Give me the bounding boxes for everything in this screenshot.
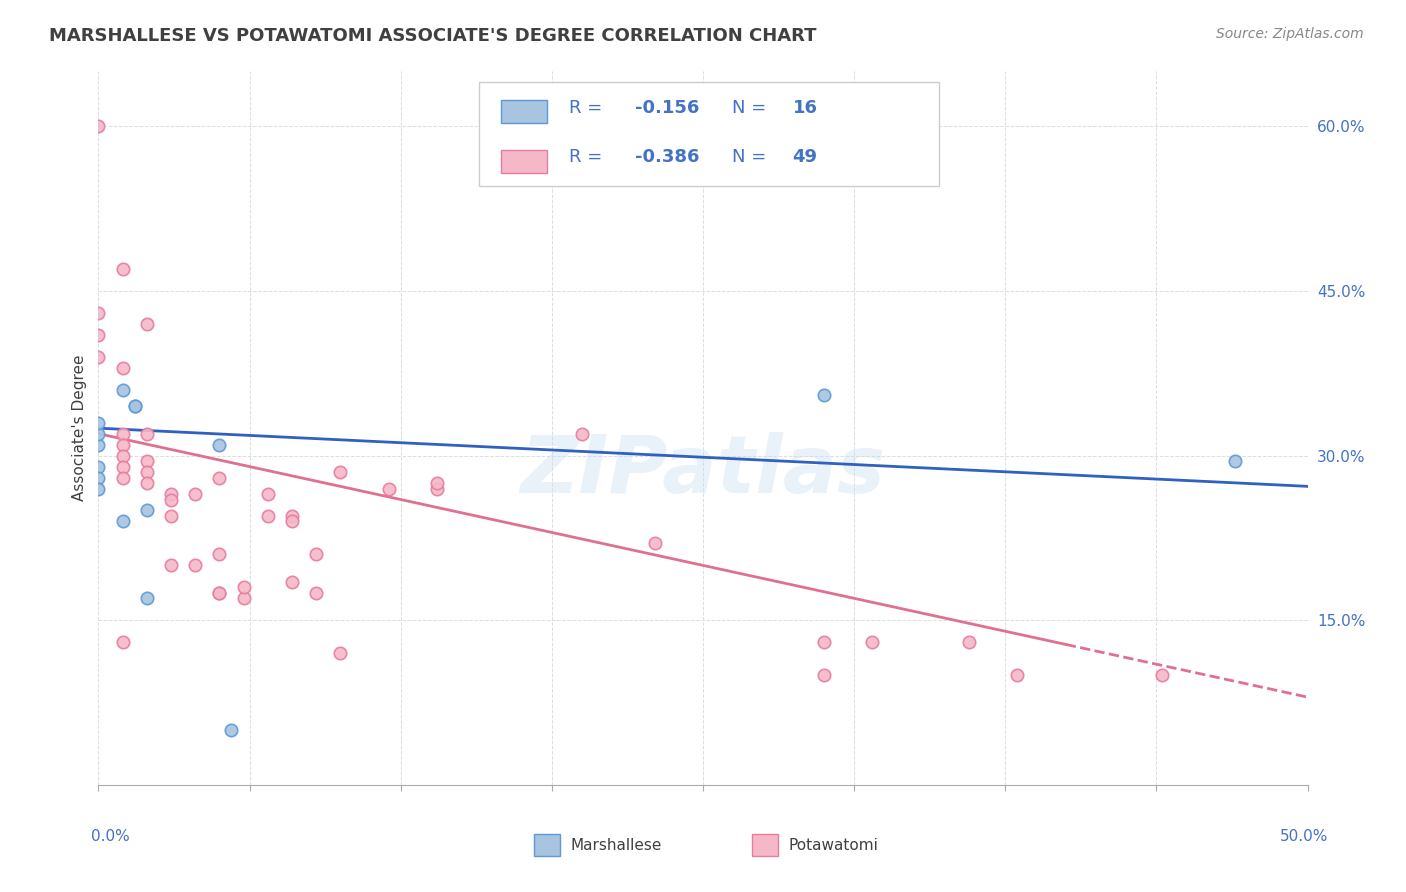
Point xyxy=(111,426,134,441)
Point xyxy=(135,476,157,491)
Point xyxy=(87,306,110,320)
Point xyxy=(305,586,328,600)
Text: N =: N = xyxy=(733,99,772,117)
Point xyxy=(111,635,134,649)
Point xyxy=(87,120,110,134)
Point xyxy=(135,426,157,441)
Text: R =: R = xyxy=(569,99,607,117)
Point xyxy=(813,635,835,649)
Point xyxy=(111,449,134,463)
Point xyxy=(305,548,328,562)
Point xyxy=(160,508,183,523)
Point xyxy=(124,399,146,413)
FancyBboxPatch shape xyxy=(479,82,939,186)
Text: 49: 49 xyxy=(793,148,817,166)
Point xyxy=(87,470,110,484)
Point xyxy=(135,454,157,468)
Point xyxy=(111,360,134,375)
Point xyxy=(135,317,157,331)
Point xyxy=(860,635,883,649)
Point xyxy=(87,426,110,441)
Point xyxy=(111,470,134,484)
Text: MARSHALLESE VS POTAWATOMI ASSOCIATE'S DEGREE CORRELATION CHART: MARSHALLESE VS POTAWATOMI ASSOCIATE'S DE… xyxy=(49,27,817,45)
Point xyxy=(426,482,449,496)
Point xyxy=(221,723,243,737)
Text: Potawatomi: Potawatomi xyxy=(789,838,879,853)
Point xyxy=(208,470,231,484)
Point xyxy=(160,487,183,501)
Point xyxy=(135,591,157,606)
Point xyxy=(329,465,352,479)
Point xyxy=(111,459,134,474)
Text: -0.386: -0.386 xyxy=(636,148,700,166)
Point xyxy=(813,388,835,402)
Point xyxy=(1152,668,1174,682)
Point xyxy=(232,580,254,594)
Point xyxy=(111,262,134,277)
Point xyxy=(1007,668,1029,682)
FancyBboxPatch shape xyxy=(501,150,547,173)
Point xyxy=(184,487,207,501)
Text: 50.0%: 50.0% xyxy=(1281,830,1329,844)
Point xyxy=(87,437,110,451)
Text: Source: ZipAtlas.com: Source: ZipAtlas.com xyxy=(1216,27,1364,41)
FancyBboxPatch shape xyxy=(501,101,547,123)
Point xyxy=(160,558,183,573)
Point xyxy=(281,515,304,529)
Text: R =: R = xyxy=(569,148,607,166)
Point xyxy=(208,437,231,451)
Point xyxy=(124,399,146,413)
Text: -0.156: -0.156 xyxy=(636,99,700,117)
Point xyxy=(281,508,304,523)
Text: N =: N = xyxy=(733,148,772,166)
Point xyxy=(426,476,449,491)
Point xyxy=(208,548,231,562)
Point xyxy=(135,503,157,517)
Point xyxy=(111,515,134,529)
Point xyxy=(87,482,110,496)
Point xyxy=(957,635,980,649)
Point xyxy=(329,646,352,660)
Point xyxy=(111,383,134,397)
Point xyxy=(87,350,110,364)
Y-axis label: Associate's Degree: Associate's Degree xyxy=(72,355,87,501)
Point xyxy=(232,591,254,606)
Point xyxy=(208,586,231,600)
Point xyxy=(87,459,110,474)
Point xyxy=(644,536,666,550)
Point xyxy=(571,426,593,441)
Point xyxy=(87,416,110,430)
Point xyxy=(1223,454,1246,468)
Point xyxy=(111,437,134,451)
Point xyxy=(87,327,110,342)
Point xyxy=(256,508,278,523)
Point xyxy=(184,558,207,573)
Text: ZIPatlas: ZIPatlas xyxy=(520,432,886,510)
Point xyxy=(160,492,183,507)
Point xyxy=(377,482,399,496)
Point xyxy=(813,668,835,682)
Text: 16: 16 xyxy=(793,99,817,117)
Point xyxy=(256,487,278,501)
Point xyxy=(135,465,157,479)
Point xyxy=(281,574,304,589)
Text: Marshallese: Marshallese xyxy=(571,838,662,853)
Text: 0.0%: 0.0% xyxy=(91,830,131,844)
Point xyxy=(208,586,231,600)
